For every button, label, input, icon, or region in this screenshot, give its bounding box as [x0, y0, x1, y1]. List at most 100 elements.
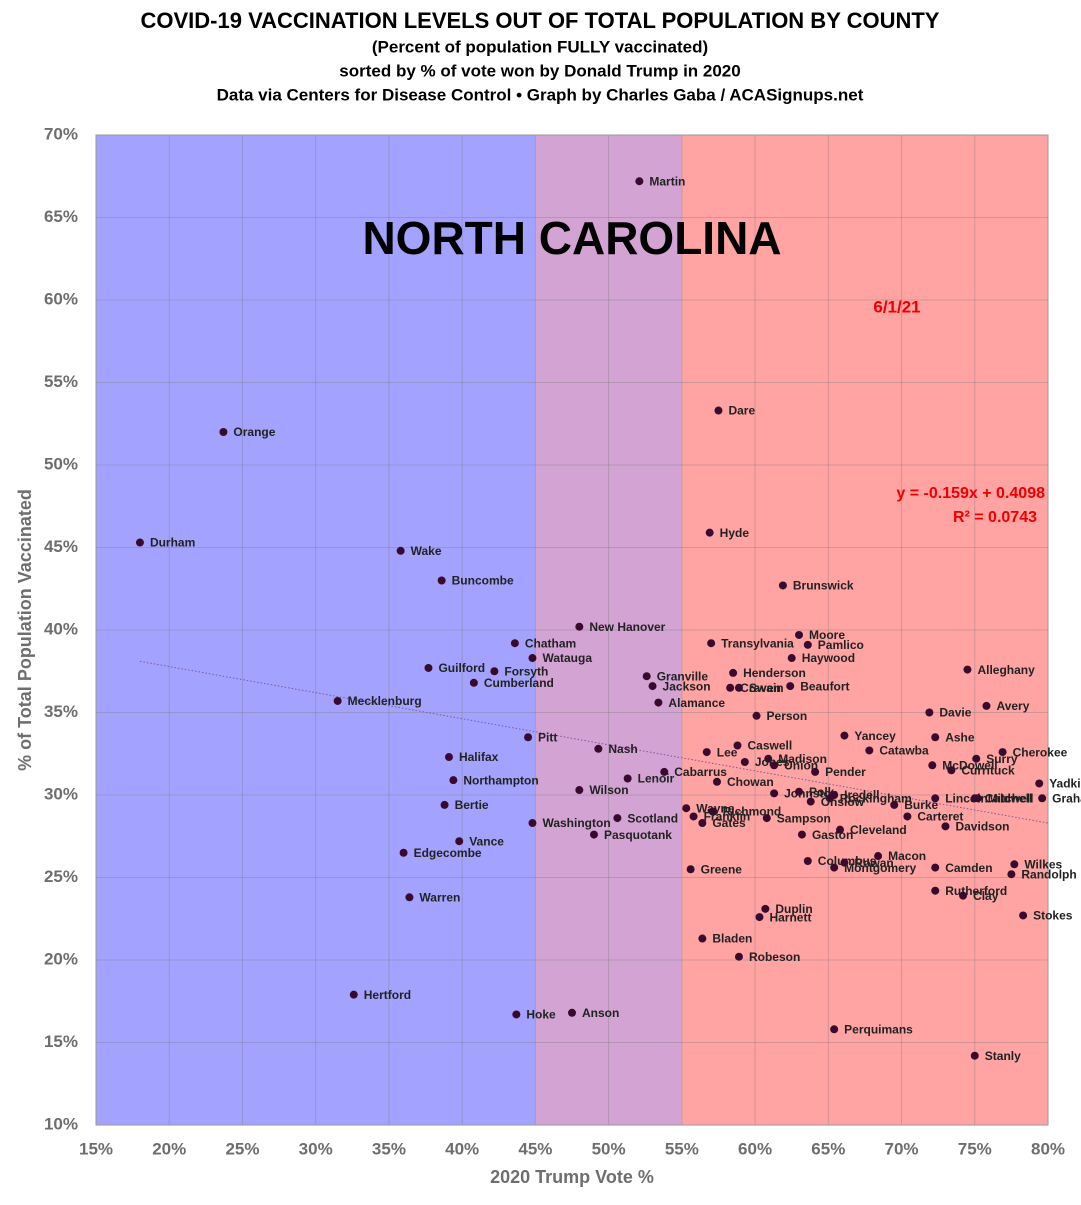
- point: [623, 774, 632, 783]
- point: [903, 812, 912, 821]
- point-label: Catawba: [879, 744, 929, 758]
- point-label: Dare: [728, 404, 755, 418]
- point-label: Onslow: [821, 795, 865, 809]
- point-label: Union: [784, 758, 818, 772]
- x-tick-label: 70%: [885, 1139, 919, 1158]
- point-label: Brunswick: [793, 579, 854, 593]
- point: [963, 665, 972, 674]
- point-label: Transylvania: [721, 636, 794, 650]
- point-label: Person: [767, 709, 808, 723]
- point: [931, 794, 940, 803]
- point-label: Wake: [411, 544, 442, 558]
- point-label: Edgecombe: [414, 846, 482, 860]
- point: [589, 830, 598, 839]
- point: [998, 748, 1007, 757]
- trendline-r2: R² = 0.0743: [953, 509, 1037, 526]
- point: [959, 891, 968, 900]
- point-label: Duplin: [775, 902, 812, 916]
- point-label: Lenoir: [638, 772, 675, 786]
- point: [682, 804, 691, 813]
- point-label: Perquimans: [844, 1022, 913, 1036]
- point: [733, 741, 742, 750]
- x-tick-label: 75%: [958, 1139, 992, 1158]
- y-tick-label: 70%: [44, 124, 78, 143]
- point: [510, 639, 519, 648]
- point: [840, 858, 849, 867]
- point-label: Stokes: [1033, 909, 1073, 923]
- point: [973, 794, 982, 803]
- point-label: Harnett: [769, 910, 811, 924]
- point-label: Gaston: [812, 828, 853, 842]
- point: [752, 711, 761, 720]
- point: [931, 886, 940, 895]
- y-tick-label: 50%: [44, 454, 78, 473]
- point-label: Madison: [778, 752, 827, 766]
- x-tick-label: 15%: [79, 1139, 113, 1158]
- point-label: Washington: [542, 816, 610, 830]
- point-label: Currituck: [961, 763, 1015, 777]
- point-label: Hyde: [720, 526, 750, 540]
- y-tick-label: 40%: [44, 619, 78, 638]
- x-tick-label: 55%: [665, 1139, 699, 1158]
- point: [761, 904, 770, 913]
- point-label: Craven: [740, 681, 781, 695]
- point-label: Cabarrus: [674, 765, 727, 779]
- point: [925, 708, 934, 717]
- point: [786, 682, 795, 691]
- point: [890, 800, 899, 809]
- chart-title: COVID-19 VACCINATION LEVELS OUT OF TOTAL…: [141, 8, 940, 33]
- point: [689, 812, 698, 821]
- point-label: Mitchell: [988, 791, 1033, 805]
- point: [931, 733, 940, 742]
- point: [444, 753, 453, 762]
- point-label: Franklin: [704, 810, 751, 824]
- point-label: Iredell: [844, 788, 879, 802]
- x-tick-label: 50%: [592, 1139, 626, 1158]
- point-label: Pasquotank: [604, 828, 672, 842]
- x-tick-label: 45%: [518, 1139, 552, 1158]
- point: [714, 406, 723, 415]
- point-label: Surry: [986, 752, 1018, 766]
- point: [635, 177, 644, 186]
- point: [931, 863, 940, 872]
- point: [972, 754, 981, 763]
- point: [490, 667, 499, 676]
- point: [708, 807, 717, 816]
- point-label: Buncombe: [452, 574, 514, 588]
- y-tick-label: 45%: [44, 537, 78, 556]
- point: [970, 1051, 979, 1060]
- point-label: Caldwell: [985, 791, 1034, 805]
- point: [825, 794, 834, 803]
- point-label: Warren: [419, 890, 460, 904]
- point-label: Stanly: [985, 1049, 1021, 1063]
- point: [803, 857, 812, 865]
- point: [928, 761, 937, 770]
- point: [803, 640, 812, 649]
- point-label: Wayne: [696, 801, 735, 815]
- date-label: 6/1/21: [873, 297, 920, 316]
- point-label: Robeson: [749, 950, 800, 964]
- chart-subtitle: Data via Centers for Disease Control • G…: [217, 85, 864, 104]
- point: [698, 934, 707, 943]
- point-label: Wilkes: [1024, 857, 1062, 871]
- point: [734, 952, 743, 961]
- point: [469, 678, 478, 687]
- plot-border: [95, 134, 1049, 1126]
- point-label: Chatham: [525, 636, 576, 650]
- region: [535, 135, 682, 1125]
- point-label: Pender: [825, 765, 866, 779]
- point: [770, 789, 779, 798]
- point: [405, 893, 414, 902]
- point-label: Yancey: [854, 729, 896, 743]
- point: [726, 683, 735, 692]
- x-tick-label: 35%: [372, 1139, 406, 1158]
- point: [865, 746, 874, 755]
- point: [1010, 860, 1019, 869]
- point: [648, 682, 657, 691]
- point: [840, 731, 849, 740]
- y-tick-label: 10%: [44, 1114, 78, 1133]
- y-tick-label: 30%: [44, 784, 78, 803]
- point: [795, 787, 804, 796]
- point: [686, 865, 695, 874]
